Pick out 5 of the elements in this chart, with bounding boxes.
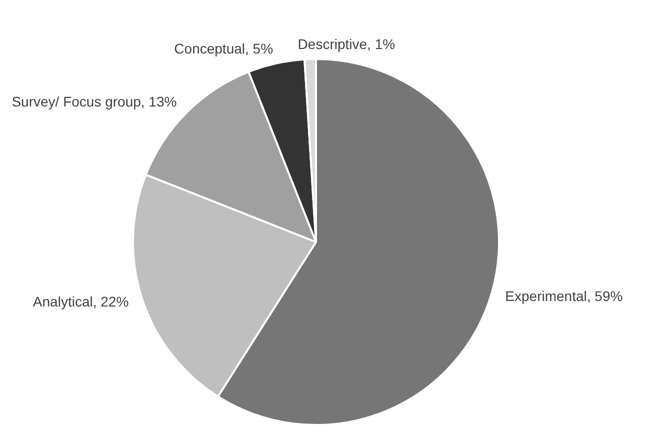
slice-label: Survey/ Focus group, 13% (12, 94, 177, 110)
slice-label: Conceptual, 5% (174, 40, 274, 57)
slice-label: Analytical, 22% (32, 294, 129, 310)
slice-label: Experimental, 59% (505, 288, 623, 304)
slice-label: Descriptive, 1% (298, 36, 396, 52)
